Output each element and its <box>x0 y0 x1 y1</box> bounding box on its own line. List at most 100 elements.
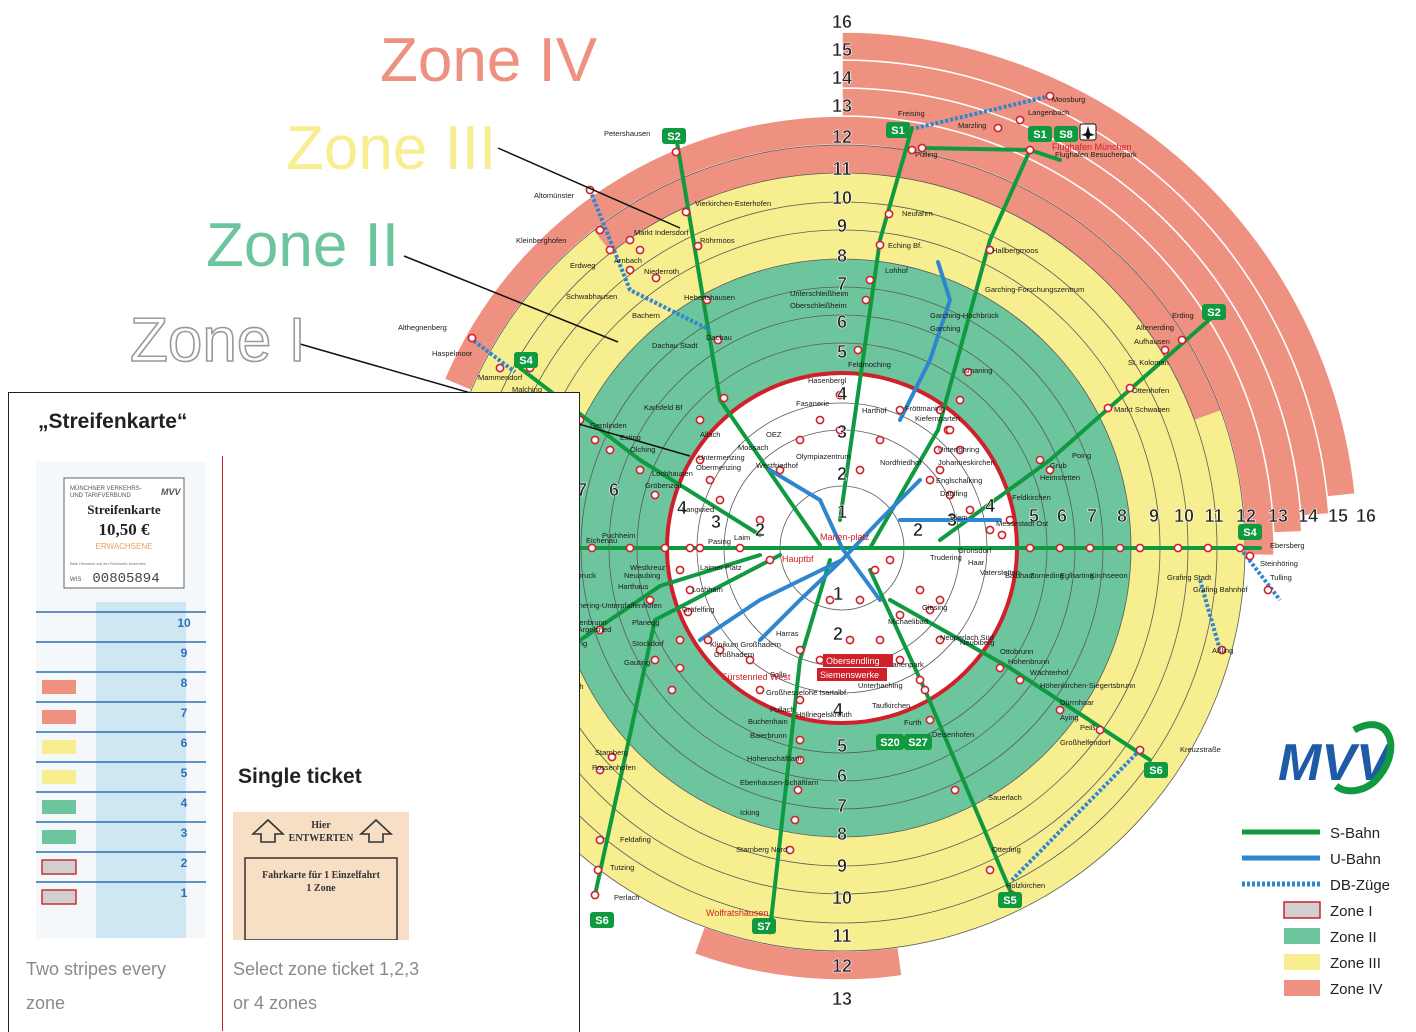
station-marker <box>945 425 955 435</box>
station-label: Großhadern <box>714 650 754 659</box>
ticket-zone-mark <box>42 800 76 814</box>
ticket-stripe-number: 3 <box>181 826 188 840</box>
station-marker <box>685 585 695 595</box>
station-label: Eching Bf. <box>888 241 922 250</box>
station-marker <box>815 415 825 425</box>
ring-number: 2 <box>833 624 843 644</box>
single-ticket-title: Single ticket <box>238 765 362 788</box>
centre-label-box <box>817 668 887 681</box>
zone-iv-title: Zone IV <box>380 26 598 95</box>
sbahn-s2-petershausen <box>674 134 822 547</box>
station-marker <box>865 275 875 285</box>
line-badge-s6 <box>590 912 614 928</box>
ring-number: 11 <box>832 926 851 946</box>
ring-number: 5 <box>1029 506 1039 526</box>
station-label: Oberschleißheim <box>790 301 847 310</box>
single-ticket-image: Hier ENTWERTEN Fahrkarte für 1 Einzelfah… <box>233 812 409 940</box>
up-arrow-icon <box>358 818 394 843</box>
ubahn-u6-north <box>898 260 953 422</box>
station-marker <box>815 655 825 665</box>
station-labels: Freising Langenbach Moosburg Marzling Pullin… <box>390 95 1305 918</box>
station-marker <box>1025 145 1035 155</box>
station-label: Stockdorf <box>632 639 665 648</box>
station-label: Steinhöring <box>1260 559 1298 568</box>
station-marker <box>719 393 729 403</box>
station-label: Deisenhofen <box>932 730 974 739</box>
station-label: Messestadt Ost <box>996 519 1049 528</box>
station-label: Garching-Forschungszentrum <box>985 285 1084 294</box>
station-marker <box>625 265 635 275</box>
ring-number: 16 <box>1356 506 1376 526</box>
ticket-stripe-number: 9 <box>181 646 188 660</box>
station-label: Michaelibad <box>888 617 928 626</box>
ticket-org-line-2: UND TARIFVERBUND <box>70 493 131 499</box>
ring-number: 2 <box>837 464 847 484</box>
ticket-stripe-number: 10 <box>177 616 191 630</box>
station-marker <box>705 475 715 485</box>
ring-number: 1 <box>837 502 847 522</box>
centre-label: Fürstenried West <box>722 672 791 682</box>
strip-ticket-caption: Two stripes every zone <box>26 959 167 1013</box>
station-label: Westfriedhof <box>756 461 799 470</box>
station-marker <box>590 435 600 445</box>
db-althegnenberg <box>468 336 517 374</box>
ticket-price: 10,50 € <box>99 520 151 539</box>
station-label: Malching <box>512 385 542 394</box>
line-badge-s4 <box>514 352 538 368</box>
station-marker <box>675 663 685 673</box>
ring-number: 7 <box>1087 506 1097 526</box>
station-label: Furth <box>904 718 922 727</box>
station-label: Lochhausen <box>652 469 693 478</box>
station-label: Unterföhring <box>938 445 979 454</box>
station-marker <box>1135 745 1145 755</box>
station-label: Röhrmoos <box>700 236 735 245</box>
station-label: Germering-Unterpfaffenhofen <box>564 601 662 610</box>
station-label: Esting <box>620 433 641 442</box>
sbahn-s7-wolfratshausen <box>768 558 832 932</box>
station-marker <box>693 241 703 251</box>
station-marker <box>625 235 635 245</box>
station-label: Harthof <box>862 406 888 415</box>
station-marker <box>933 445 943 455</box>
station-marker <box>925 605 935 615</box>
station-label: Feldkirchen <box>1012 493 1051 502</box>
station-label: Arnbach <box>614 256 642 265</box>
plane-icon <box>1081 126 1095 139</box>
station-label: Mammendorf <box>478 373 523 382</box>
station-label: Westkreuz <box>630 563 666 572</box>
ring-number: 14 <box>832 68 852 88</box>
station-marker <box>853 345 863 355</box>
station-label: Icking <box>740 808 760 817</box>
station-label: Grafing Bahnhof <box>1193 585 1249 594</box>
station-marker <box>1055 543 1065 553</box>
station-label: Taufkirchen <box>872 701 910 710</box>
legend-swatch-zone2 <box>1284 928 1320 944</box>
station-label: Hohenschäftlarn <box>747 754 802 763</box>
station-marker <box>1025 543 1035 553</box>
station-marker <box>861 295 871 305</box>
station-label: Heimstetten <box>1040 473 1080 482</box>
ring-number: 10 <box>832 188 852 208</box>
ring-number: 1 <box>833 584 843 604</box>
mvv-logo: MVV <box>1278 721 1395 795</box>
station-label: Gernlinden <box>590 421 627 430</box>
station-marker <box>765 555 775 565</box>
sbahn-s1-freising <box>838 126 914 522</box>
station-marker <box>595 765 605 775</box>
ring-number: 12 <box>832 956 852 976</box>
ring-number: 5 <box>837 736 847 756</box>
line-badge-label: S2 <box>1207 307 1220 319</box>
station-marker <box>671 147 681 157</box>
station-marker <box>650 655 660 665</box>
legend-swatch-zone1 <box>1283 901 1321 919</box>
db-altomuenster <box>588 189 711 332</box>
station-label: Fasanenpark <box>880 660 924 669</box>
station-label: Langenbach <box>1028 108 1069 117</box>
station-marker <box>875 635 885 645</box>
ring-number: 15 <box>1328 506 1348 526</box>
legend-label: DB-Züge <box>1330 877 1390 894</box>
station-label: Starnberg Nord <box>736 845 787 854</box>
station-marker <box>1203 543 1213 553</box>
ticket-name: Streifenkarte <box>87 502 161 517</box>
ticket-serial-prefix: WIS <box>70 577 81 583</box>
